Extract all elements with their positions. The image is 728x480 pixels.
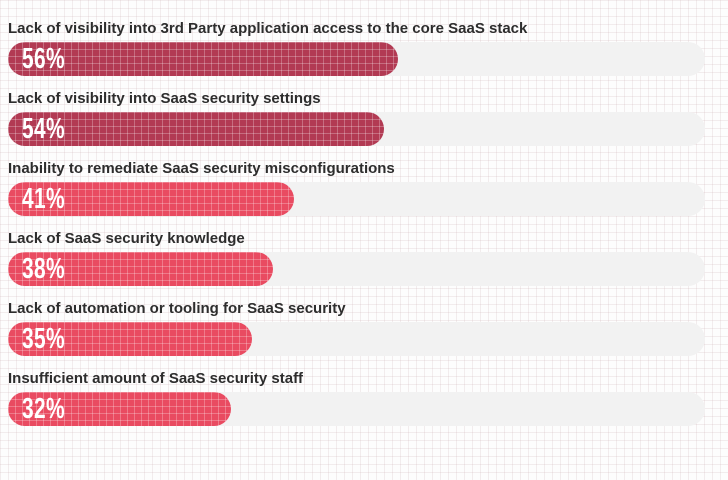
bar-fill: 32% [8,392,232,426]
bar-label: Lack of visibility into SaaS security se… [8,90,321,107]
bar-track: 54% [8,112,705,146]
bar-row: Insufficient amount of SaaS security sta… [8,369,728,426]
bar-fill: 35% [8,322,252,356]
bar-fill: 56% [8,42,399,76]
bar-row: Inability to remediate SaaS security mis… [8,159,728,216]
bar-chart: Lack of visibility into 3rd Party applic… [8,19,728,426]
bar-value: 38% [22,253,65,285]
bar-label: Lack of automation or tooling for SaaS s… [8,300,346,317]
bar-value: 32% [22,393,65,425]
bar-row: Lack of visibility into SaaS security se… [8,89,728,146]
bar-track: 56% [8,42,705,76]
bar-row: Lack of SaaS security knowledge 38% [8,229,728,286]
bar-value: 54% [22,113,65,145]
bar-value: 56% [22,43,65,75]
bar-value: 41% [22,183,65,215]
bar-track: 41% [8,182,705,216]
bar-value: 35% [22,323,65,355]
bar-label: Lack of visibility into 3rd Party applic… [8,20,528,37]
bar-label: Insufficient amount of SaaS security sta… [8,370,304,387]
bar-track: 38% [8,252,705,286]
bar-fill: 54% [8,112,385,146]
bar-row: Lack of visibility into 3rd Party applic… [8,19,728,76]
bar-fill: 38% [8,252,273,286]
bar-track: 35% [8,322,705,356]
bar-track: 32% [8,392,705,426]
bar-label: Lack of SaaS security knowledge [8,230,245,247]
bar-label: Inability to remediate SaaS security mis… [8,160,395,177]
bar-fill: 41% [8,182,294,216]
bar-row: Lack of automation or tooling for SaaS s… [8,299,728,356]
